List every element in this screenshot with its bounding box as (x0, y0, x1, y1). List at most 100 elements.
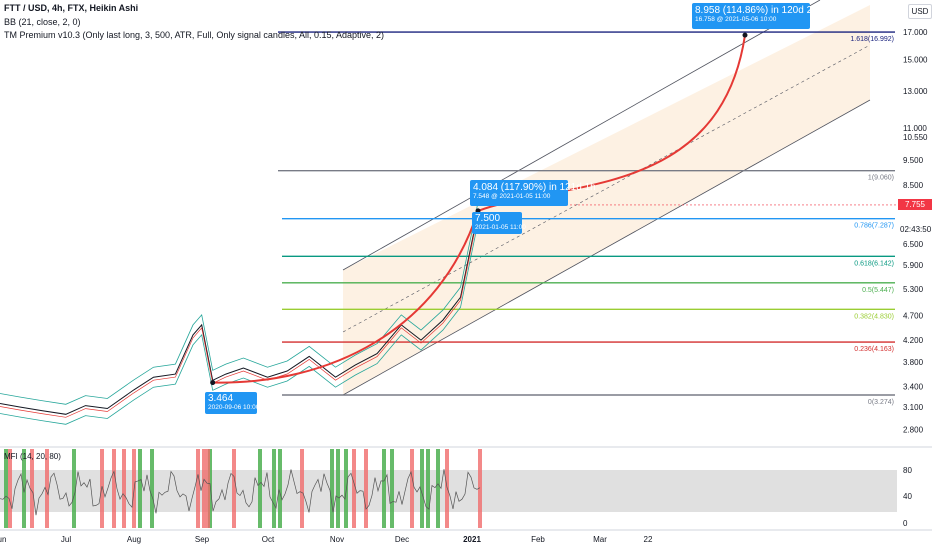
mfi-signal-green (336, 449, 340, 528)
bb-basis-line (0, 215, 479, 418)
bb-upper-band (0, 202, 479, 405)
channel-mid-line (342, 44, 871, 333)
x-tick-label: 2021 (463, 535, 481, 544)
mfi-signal-green (436, 449, 440, 528)
mfi-signal-red (352, 449, 356, 528)
tm-premium-indicator-label[interactable]: TM Premium v10.3 (Only last long, 3, 500… (4, 30, 385, 40)
mfi-signal-green (258, 449, 262, 528)
y-tick-label: 3.800 (903, 358, 924, 367)
y-tick-label: 3.100 (903, 403, 924, 412)
mid-tooltip-value: 4.084 (117.90%) in 121d 1h (473, 182, 596, 193)
x-tick-label: Dec (395, 535, 409, 544)
fib-label-0-236: 0.236(4.163) (854, 346, 894, 353)
fib-label-0-5: 0.5(5.447) (862, 287, 894, 294)
mfi-signal-green (22, 449, 26, 528)
mfi-signal-green (382, 449, 386, 528)
mfi-signal-green (426, 449, 430, 528)
channel-fill (343, 5, 870, 395)
target-tooltip-date: 16.758 @ 2021-05-06 10:00 (695, 16, 777, 23)
mfi-signal-green (344, 449, 348, 528)
mfi-signal-red (232, 449, 236, 528)
y-tick-label: 11.000 (903, 124, 927, 133)
mfi-signal-green (272, 449, 276, 528)
mfi-line (0, 469, 481, 516)
mfi-signal-green (278, 449, 282, 528)
mfi-signal-red (445, 449, 449, 528)
x-tick-label: Jun (0, 535, 6, 544)
y-tick-label: 10.550 (903, 133, 928, 142)
mfi-signal-red (8, 449, 12, 528)
y-tick-label: 5.300 (903, 285, 924, 294)
current-price-tag: 7.755 (898, 199, 932, 210)
x-tick-label: Jul (61, 535, 71, 544)
point-tooltip-date: 2021-01-05 11:00 (475, 224, 526, 231)
y-tick-label: 17.000 (903, 28, 928, 37)
mfi-signal-red (30, 449, 34, 528)
y-tick-label: 4.700 (903, 311, 924, 320)
bb-indicator-label[interactable]: BB (21, close, 2, 0) (4, 17, 81, 27)
mfi-tick-label: 80 (903, 466, 912, 475)
mfi-signal-green (330, 449, 334, 528)
y-tick-label: 3.400 (903, 383, 924, 392)
mfi-signal-green (150, 449, 154, 528)
x-tick-label: Feb (531, 535, 545, 544)
channel-lower-line (342, 99, 871, 396)
fib-label-0-382: 0.382(4.830) (854, 313, 894, 320)
start-tooltip: 3.464 2020-09-06 10:00 (205, 392, 259, 414)
bar-countdown: 02:43:50 (900, 225, 932, 234)
point-tooltip-value: 7.500 (475, 213, 501, 224)
mfi-signal-green (4, 449, 8, 528)
mfi-signal-green (72, 449, 76, 528)
fib-label-0-786: 0.786(7.287) (854, 223, 894, 230)
mfi-signal-green (138, 449, 142, 528)
mfi-signal-red (112, 449, 116, 528)
y-tick-label: 13.000 (903, 87, 928, 96)
mid-tooltip-date: 7.548 @ 2021-01-05 11:00 (473, 193, 551, 200)
projection-curve-1 (212, 210, 479, 384)
mid-tooltip: 4.084 (117.90%) in 121d 1h 7.548 @ 2021-… (470, 180, 596, 206)
mfi-tick-label: 0 (903, 519, 908, 528)
mfi-signal-red (364, 449, 368, 528)
fib-label-1-618: 1.618(16.992) (850, 36, 894, 43)
mfi-signal-red (196, 449, 200, 528)
x-tick-label: Sep (195, 535, 210, 544)
projection-point-3 (742, 32, 748, 38)
y-tick-label: 6.500 (903, 240, 924, 249)
projection-point-1 (210, 380, 216, 386)
mfi-indicator-label[interactable]: MFI (14, 20, 80) (4, 452, 61, 461)
mfi-signal-red (100, 449, 104, 528)
mfi-signal-red (410, 449, 414, 528)
y-tick-label: 2.800 (903, 425, 924, 434)
y-tick-label: 15.000 (903, 56, 928, 65)
mfi-signal-red (45, 449, 49, 528)
mfi-signal-red (122, 449, 126, 528)
y-tick-label: 4.200 (903, 336, 924, 345)
y-tick-label: 8.500 (903, 181, 924, 190)
y-tick-label: 5.900 (903, 261, 924, 270)
fib-label-0-618: 0.618(6.142) (854, 260, 894, 267)
target-tooltip-value: 8.958 (114.86%) in 120d 23h (695, 5, 824, 16)
target-tooltip: 8.958 (114.86%) in 120d 23h 16.758 @ 202… (692, 3, 824, 29)
bb-lower-band (0, 222, 479, 425)
mfi-tick-label: 40 (903, 492, 912, 501)
x-tick-label: Aug (127, 535, 141, 544)
mfi-signal-green (420, 449, 424, 528)
symbol-title[interactable]: FTT / USD, 4h, FTX, Heikin Ashi (4, 3, 139, 13)
x-tick-label: Mar (593, 535, 607, 544)
fib-label-0: 0(3.274) (868, 399, 894, 406)
start-tooltip-value: 3.464 (208, 393, 234, 404)
y-tick-label: 9.500 (903, 156, 924, 165)
channel-upper-line (342, 0, 821, 271)
currency-badge[interactable]: USD (908, 4, 932, 19)
x-tick-label: 22 (644, 535, 653, 544)
point-tooltip: 7.500 2021-01-05 11:00 (472, 212, 526, 234)
fib-label-1: 1(9.060) (868, 175, 894, 182)
mfi-signal-red (206, 449, 210, 528)
mfi-signal-red (202, 449, 206, 528)
mfi-signal-red (478, 449, 482, 528)
mfi-signal-red (300, 449, 304, 528)
x-tick-label: Oct (262, 535, 275, 544)
x-tick-label: Nov (330, 535, 344, 544)
